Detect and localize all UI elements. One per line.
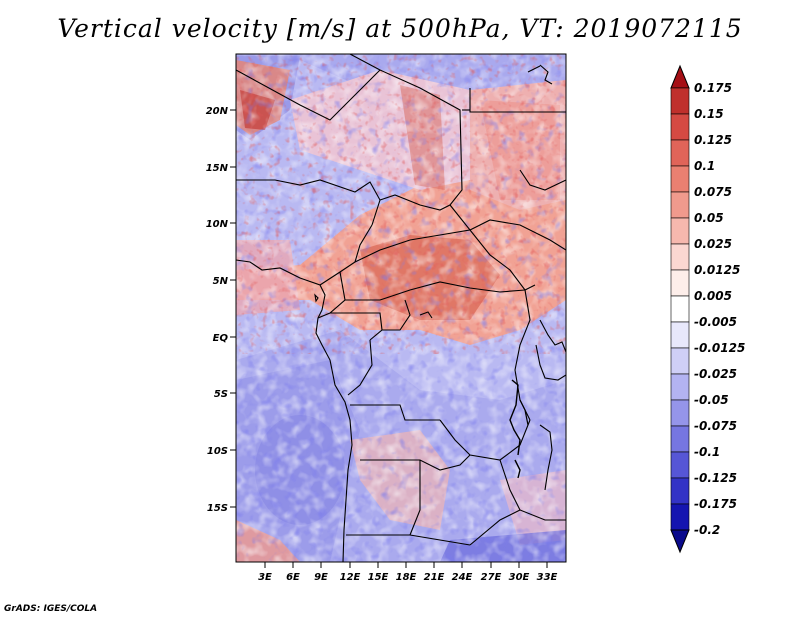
lon-tick-label: 15E [368,572,389,583]
longitude-axis: 3E 6E 9E 12E 15E 18E 21E 24E 27E 30E 33E [258,562,558,583]
latitude-axis: 20N 15N 10N 5N EQ 5S 10S 15S [206,106,236,514]
velocity-field [236,54,566,562]
colorbar-label: 0.075 [694,185,732,199]
lon-tick-label: 18E [396,572,417,583]
colorbar-label: 0.175 [694,81,732,95]
lon-tick-label: 33E [537,572,558,583]
colorbar-label: -0.1 [694,445,720,459]
colorbar-swatch [670,295,690,323]
colorbar-label: 0.15 [694,107,724,121]
colorbar-swatch [670,399,690,427]
lat-tick-label: 5N [213,276,229,287]
lat-tick-label: 15S [207,503,228,514]
lon-tick-label: 12E [340,572,361,583]
colorbar-swatch [670,243,690,271]
lon-tick-label: 27E [481,572,502,583]
colorbar-swatch [670,113,690,141]
lat-tick-label: 15N [206,163,229,174]
lat-tick-label: 10S [207,446,228,457]
colorbar-label: -0.2 [694,523,720,537]
colorbar-label: -0.175 [694,497,737,511]
colorbar: 0.175 0.15 0.125 0.1 0.075 0.05 0.025 0.0125 0.0… [670,64,745,554]
colorbar-swatch [670,347,690,375]
map-frame [235,53,567,563]
colorbar-label: -0.005 [694,315,737,329]
lon-tick-label: 3E [258,572,272,583]
colorbar-label: -0.125 [694,471,737,485]
colorbar-swatch [670,139,690,167]
lat-tick-label: 5S [214,389,228,400]
colorbar-swatch [670,373,690,401]
lon-tick-label: 24E [452,572,473,583]
colorbar-cap-bottom [670,529,690,554]
colorbar-swatch [670,87,690,115]
lon-tick-label: 30E [509,572,530,583]
country-borders [236,54,566,562]
colorbar-label: -0.0125 [694,341,745,355]
colorbar-label: -0.075 [694,419,737,433]
colorbar-label: 0.05 [694,211,724,225]
lat-tick-label: 10N [206,219,229,230]
colorbar-swatch [670,321,690,349]
colorbar-swatch [670,269,690,297]
colorbar-swatch [670,165,690,193]
colorbar-label: 0.025 [694,237,732,251]
colorbar-label: 0.005 [694,289,732,303]
lat-tick-label: EQ [213,333,229,344]
lon-tick-label: 21E [424,572,445,583]
colorbar-swatch [670,425,690,453]
colorbar-label: 0.125 [694,133,732,147]
grads-credit: GrADS: IGES/COLA [4,604,98,614]
lon-tick-label: 6E [286,572,300,583]
chart-title: Vertical velocity [m/s] at 500hPa, VT: 2… [57,14,743,43]
colorbar-swatch [670,217,690,245]
colorbar-label: -0.05 [694,393,729,407]
colorbar-swatch [670,191,690,219]
lat-tick-label: 20N [206,106,229,117]
colorbar-swatch [670,503,690,531]
colorbar-swatch [670,451,690,479]
colorbar-cap-top [670,64,690,89]
colorbar-label: 0.1 [694,159,715,173]
lon-tick-label: 9E [314,572,328,583]
colorbar-label: 0.0125 [694,263,740,277]
colorbar-label: -0.025 [694,367,737,381]
colorbar-swatch [670,477,690,505]
